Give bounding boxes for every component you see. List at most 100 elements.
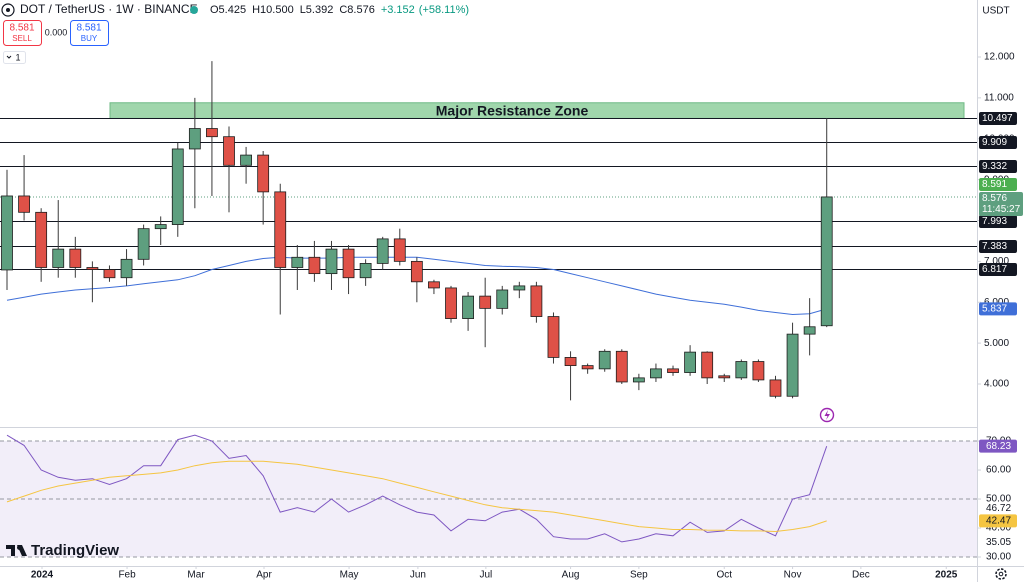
level-box xyxy=(979,136,1017,149)
candle-body xyxy=(257,154,270,193)
candle-body xyxy=(752,361,765,381)
candle-body xyxy=(86,267,99,270)
rsi-band xyxy=(0,441,977,558)
chevron[interactable] xyxy=(6,55,12,59)
event-bolt xyxy=(824,410,830,420)
gear[interactable] xyxy=(995,568,1007,580)
bid-label: 8.591 xyxy=(982,179,1007,190)
ma-box xyxy=(979,302,1017,316)
candle-body xyxy=(598,350,611,370)
rsi-extra-label: 46.72 xyxy=(986,503,1011,514)
level-label: 9.909 xyxy=(982,137,1007,148)
buy-button[interactable]: 8.581 BUY xyxy=(70,20,109,46)
gear-center[interactable] xyxy=(998,571,1004,577)
rsi-y-tick-label: 60.00 xyxy=(986,465,1011,476)
level-box xyxy=(979,160,1017,173)
settings-button[interactable] xyxy=(995,568,1007,580)
buy-box[interactable] xyxy=(70,20,109,46)
level-label: 7.993 xyxy=(982,216,1007,227)
candle-body xyxy=(564,357,577,367)
x-tick-label: Jun xyxy=(410,570,426,581)
candle-body xyxy=(1,195,13,271)
buy-price[interactable]: 8.581 xyxy=(76,23,101,34)
candle-body xyxy=(530,285,543,317)
sell-price[interactable]: 8.581 xyxy=(9,23,34,34)
x-tick-label: 2024 xyxy=(31,570,54,581)
change: +3.152 xyxy=(381,4,415,16)
label-layer: 4.0005.0006.0007.0008.0009.00010.00011.0… xyxy=(31,52,1023,581)
quantity[interactable]: 1 xyxy=(15,52,20,62)
x-tick-label: Sep xyxy=(630,570,648,581)
candle-body xyxy=(479,295,492,309)
rsi-value-label: 68.23 xyxy=(986,441,1011,452)
candle-body xyxy=(223,136,235,166)
candle-body xyxy=(137,228,150,260)
candle-body xyxy=(428,281,440,289)
line-layer: Major Resistance Zone xyxy=(0,56,981,569)
level-box xyxy=(979,112,1017,125)
rsi-ma-line xyxy=(6,460,827,533)
sell-box[interactable] xyxy=(3,20,42,46)
candle-body xyxy=(632,377,645,383)
x-tick-label: Dec xyxy=(852,570,870,581)
candle-body xyxy=(496,289,509,309)
candle-body xyxy=(154,224,167,230)
rsi-extra-label: 35.05 xyxy=(986,537,1011,548)
candle-body xyxy=(462,295,474,319)
x-tick-label: Mar xyxy=(187,570,205,581)
candle-body xyxy=(684,351,696,373)
candle-body xyxy=(359,263,372,279)
rsi-value-box xyxy=(979,439,1017,453)
candle-body xyxy=(171,148,184,225)
candle-body xyxy=(547,316,560,358)
x-tick-label: 2025 xyxy=(935,570,958,581)
candle-body xyxy=(120,258,133,279)
x-tick-label: Oct xyxy=(716,570,732,581)
candle-body xyxy=(513,285,526,291)
rsi-line xyxy=(6,434,828,543)
candle-body xyxy=(701,351,714,379)
candle-body xyxy=(820,196,833,327)
level-label: 9.332 xyxy=(982,161,1007,172)
level-label: 6.817 xyxy=(982,264,1007,275)
level-box xyxy=(979,215,1017,228)
branding: TradingView xyxy=(6,542,119,559)
rsi-value-box xyxy=(979,514,1017,528)
bid-box xyxy=(979,177,1017,191)
change-pct: (+58.11%) xyxy=(419,4,469,16)
sell-button[interactable]: 8.581 SELL xyxy=(3,20,42,46)
y-tick-label: 11.000 xyxy=(984,92,1014,103)
buy-label[interactable]: BUY xyxy=(81,34,98,43)
rsi-value-label: 42.47 xyxy=(986,516,1011,527)
quantity-box[interactable] xyxy=(3,51,26,64)
y-tick-label: 5.000 xyxy=(984,338,1009,349)
quantity-dropdown[interactable]: 1 xyxy=(3,51,26,64)
x-tick-label: Apr xyxy=(256,570,272,581)
y-tick-label: 7.000 xyxy=(984,256,1009,267)
candle-body xyxy=(393,238,406,262)
candle-body xyxy=(291,256,304,268)
currency-label: USDT xyxy=(982,6,1009,17)
rsi-y-tick-label: 40.00 xyxy=(986,523,1011,534)
ohlc-value: C8.576 xyxy=(339,4,374,16)
zone-label: Major Resistance Zone xyxy=(436,102,589,118)
candle-body xyxy=(786,333,799,397)
candle-body xyxy=(445,287,457,319)
sell-label[interactable]: SELL xyxy=(12,34,32,43)
x-tick-label: Nov xyxy=(784,570,802,581)
candle-body xyxy=(69,248,82,268)
candle-body xyxy=(52,248,65,268)
candle-body xyxy=(103,269,116,279)
candle-body xyxy=(769,379,782,397)
level-box xyxy=(979,240,1017,253)
y-tick-label: 6.000 xyxy=(984,297,1009,308)
ohlc-value: L5.392 xyxy=(300,4,334,16)
candle-body xyxy=(308,256,321,275)
candle-body xyxy=(35,211,48,268)
candle-body xyxy=(735,361,748,379)
y-tick-label: 12.000 xyxy=(984,52,1015,63)
candle-body xyxy=(667,368,679,373)
level-box xyxy=(979,263,1017,276)
